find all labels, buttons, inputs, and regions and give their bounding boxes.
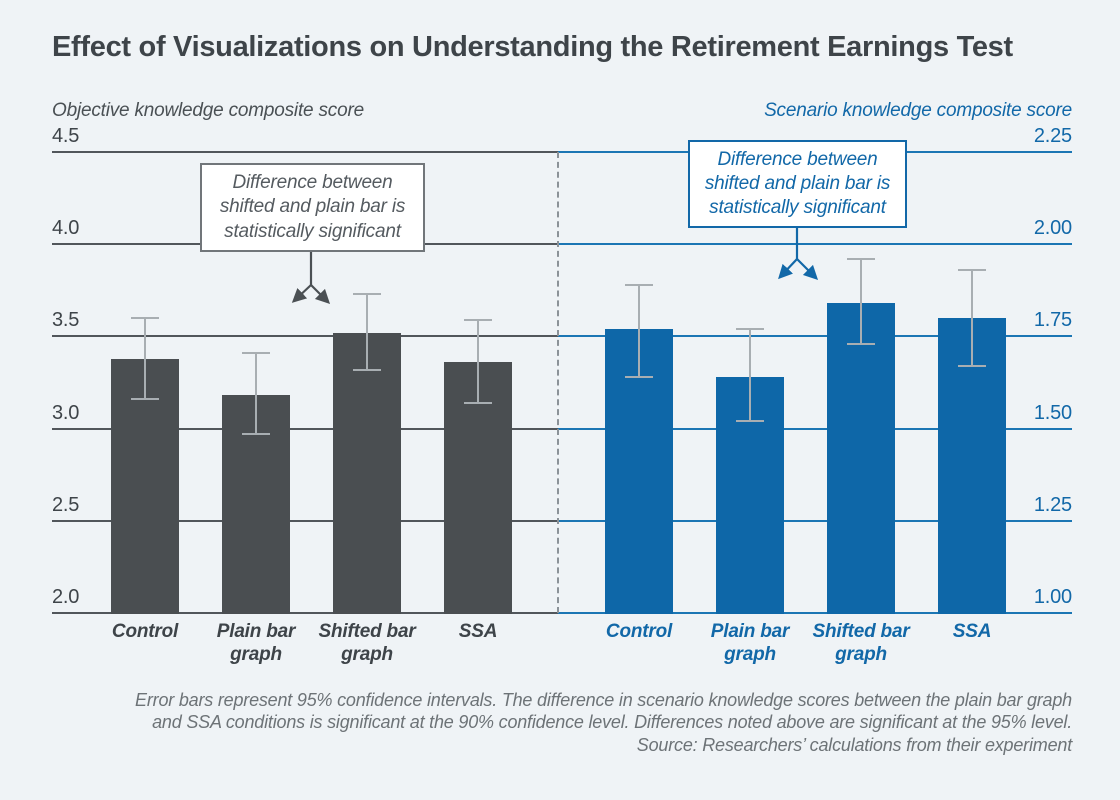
gridline-left-3.5	[52, 335, 558, 338]
right-axis-tick-1.50: 1.50	[1033, 401, 1072, 424]
right-axis-tick-1.75: 1.75	[1033, 309, 1072, 332]
right-axis-caption: Scenario knowledge composite score	[764, 100, 1072, 121]
category-label-right-shifted-bar-graph: Shifted bar graph	[812, 621, 910, 666]
footnote: Error bars represent 95% confidence inte…	[62, 689, 1072, 756]
category-label-left-plain-bar-graph: Plain bar graph	[216, 621, 296, 666]
gridline-left-3.0	[52, 427, 558, 430]
footnote-line: Error bars represent 95% confidence inte…	[135, 690, 1072, 710]
gridline-right-1.50	[558, 427, 1072, 430]
category-label-left-control: Control	[111, 621, 179, 642]
right-axis-tick-1.00: 1.00	[1033, 586, 1072, 608]
gridline-right-1.25	[558, 519, 1072, 522]
right-axis-tick-2.00: 2.00	[1033, 217, 1072, 240]
right-axis-tick-2.25: 2.25	[1033, 125, 1072, 147]
error-bar-stem-shifted-bar-graph	[366, 293, 368, 370]
left-note-fork-arrow-icon	[291, 252, 331, 305]
error-bar-stem-ssa	[971, 270, 973, 366]
panel-divider-dashed-line	[557, 152, 559, 613]
error-bar-cap-bottom-control	[625, 375, 653, 378]
error-bar-cap-top-ssa	[464, 318, 492, 321]
left-axis-tick-2.5: 2.5	[52, 493, 80, 516]
error-bar-stem-control	[144, 317, 146, 400]
gridline-left-2.0	[52, 612, 558, 614]
gridline-left-4.5	[52, 151, 558, 153]
category-label-right-ssa: SSA	[952, 621, 992, 642]
chart-title: Effect of Visualizations on Understandin…	[52, 31, 1013, 63]
error-bar-stem-plain-bar-graph	[749, 329, 751, 422]
gridline-left-2.5	[52, 519, 558, 522]
category-label-left-shifted-bar-graph: Shifted bar graph	[318, 621, 416, 666]
right-note-fork-arrow-icon	[778, 228, 819, 281]
error-bar-cap-bottom-plain-bar-graph	[736, 420, 764, 423]
right-axis-tick-1.25: 1.25	[1033, 493, 1072, 516]
gridline-right-1.00	[558, 612, 1072, 614]
error-bar-stem-shifted-bar-graph	[860, 258, 862, 344]
left-axis-tick-4.5: 4.5	[52, 125, 80, 147]
bar-objective-ssa	[444, 362, 512, 614]
gridline-right-1.75	[558, 335, 1072, 338]
bar-objective-shifted-bar-graph	[333, 332, 401, 614]
category-label-right-plain-bar-graph: Plain bar graph	[710, 621, 790, 666]
category-label-right-control: Control	[605, 621, 673, 642]
left-significance-note: Difference between shifted and plain bar…	[200, 163, 425, 252]
bar-scenario-shifted-bar-graph	[827, 303, 895, 614]
left-axis-tick-3.5: 3.5	[52, 309, 80, 332]
error-bar-cap-bottom-shifted-bar-graph	[847, 342, 875, 345]
error-bar-cap-top-control	[625, 283, 653, 286]
error-bar-cap-bottom-control	[131, 398, 159, 401]
error-bar-cap-bottom-ssa	[464, 401, 492, 404]
error-bar-cap-top-shifted-bar-graph	[847, 257, 875, 260]
error-bar-stem-control	[638, 284, 640, 377]
error-bar-cap-top-plain-bar-graph	[242, 351, 270, 354]
error-bar-stem-ssa	[477, 319, 479, 403]
bar-scenario-ssa	[938, 317, 1006, 614]
error-bar-cap-bottom-ssa	[958, 364, 986, 367]
error-bar-cap-top-ssa	[958, 269, 986, 272]
error-bar-cap-top-plain-bar-graph	[736, 328, 764, 331]
right-significance-note: Difference between shifted and plain bar…	[688, 140, 907, 228]
error-bar-stem-plain-bar-graph	[255, 352, 257, 435]
left-axis-tick-3.0: 3.0	[52, 401, 80, 424]
left-axis-caption: Objective knowledge composite score	[52, 100, 364, 121]
error-bar-cap-bottom-shifted-bar-graph	[353, 368, 381, 371]
gridline-right-2.00	[558, 243, 1072, 246]
category-label-left-ssa: SSA	[458, 621, 498, 642]
left-axis-tick-2.0: 2.0	[52, 586, 80, 608]
error-bar-cap-top-shifted-bar-graph	[353, 292, 381, 295]
error-bar-cap-top-control	[131, 316, 159, 319]
error-bar-cap-bottom-plain-bar-graph	[242, 433, 270, 436]
bar-objective-control	[111, 358, 179, 614]
footnote-line: and SSA conditions is significant at the…	[152, 712, 1072, 733]
footnote-line-source: Source: Researchers’ calculations from t…	[636, 734, 1072, 755]
left-axis-tick-4.0: 4.0	[52, 217, 80, 240]
